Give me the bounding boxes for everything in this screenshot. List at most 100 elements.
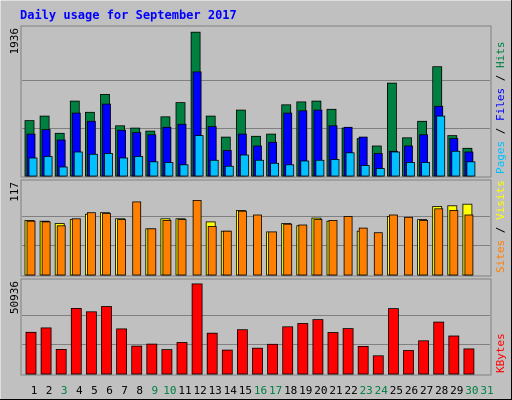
x-tick-label: 29 <box>450 384 463 397</box>
chart-title: Daily usage for September 2017 <box>20 8 237 22</box>
bar-pages <box>285 164 295 177</box>
bar-pages <box>451 150 461 177</box>
panel-visits-legend: Sites / Visits <box>494 180 507 273</box>
bar-sites <box>388 214 398 276</box>
bar-pages <box>194 135 204 177</box>
panel-hits-ymax-label: 1936 <box>8 28 21 55</box>
bar-pages <box>436 115 446 177</box>
bar-kbytes <box>342 328 354 375</box>
panel-visits-bars <box>24 199 474 276</box>
bar-sites <box>404 216 413 276</box>
x-tick-label: 23 <box>360 384 373 397</box>
bar-pages <box>330 159 340 177</box>
bar-pages <box>104 153 113 177</box>
legend-pages: Pages <box>494 141 507 174</box>
bar-pages <box>164 162 174 177</box>
bar-pages <box>209 159 219 177</box>
x-tick-label: 2 <box>46 384 53 397</box>
bar-kbytes <box>176 342 188 375</box>
bar-pages <box>224 165 234 177</box>
bar-kbytes <box>433 321 445 375</box>
bar-kbytes <box>161 349 173 375</box>
x-tick-label: 28 <box>435 384 448 397</box>
x-tick-label: 25 <box>390 384 403 397</box>
x-tick-label: 1 <box>31 384 38 397</box>
bar-sites <box>147 228 157 276</box>
bar-sites <box>373 232 383 276</box>
bar-sites <box>177 219 187 276</box>
bar-sites <box>41 221 51 276</box>
bar-pages <box>149 161 159 177</box>
bar-sites <box>298 224 308 276</box>
bar-sites <box>102 213 111 276</box>
bar-sites <box>449 209 459 276</box>
x-tick-label: 11 <box>178 384 191 397</box>
x-tick-label: 5 <box>91 384 98 397</box>
x-tick-label: 7 <box>121 384 128 397</box>
bar-pages <box>73 151 83 177</box>
bar-sites <box>237 210 247 276</box>
panel-kbytes: 50936 KBytes <box>8 278 507 376</box>
bar-sites <box>132 201 142 276</box>
legend-separator: / <box>494 75 507 82</box>
x-tick-label: 22 <box>344 384 357 397</box>
bar-sites <box>313 219 323 276</box>
bar-kbytes <box>40 327 52 375</box>
bar-kbytes <box>236 329 248 375</box>
bar-pages <box>390 151 400 177</box>
bar-kbytes <box>282 326 294 375</box>
bar-pages <box>345 152 355 177</box>
bar-sites <box>358 227 368 276</box>
bar-pages <box>239 154 249 177</box>
bar-pages <box>421 162 431 177</box>
x-axis-day-labels: 1 2 3 4 5 6 7 8 9 10 11 12 13 14 15 16 17 18 19 20 21 22 23 24 2… <box>31 384 494 397</box>
bar-sites <box>434 208 444 276</box>
bar-pages <box>119 157 128 177</box>
bar-pages <box>179 164 189 177</box>
x-tick-label: 15 <box>239 384 252 397</box>
bar-sites <box>268 231 278 276</box>
panel-visits-ymax-label: 117 <box>8 182 21 202</box>
x-tick-label: 4 <box>76 384 83 397</box>
x-tick-label: 14 <box>224 384 238 397</box>
bar-kbytes <box>403 350 414 375</box>
x-tick-label: 20 <box>314 384 327 397</box>
bar-sites <box>222 230 232 276</box>
bar-kbytes <box>252 347 263 375</box>
legend-separator: / <box>494 227 507 234</box>
x-tick-label: 8 <box>136 384 143 397</box>
bar-pages <box>300 160 310 177</box>
x-tick-label: 21 <box>329 384 342 397</box>
panel-hits-legend: Pages / Files / Hits <box>494 42 507 175</box>
bar-kbytes <box>387 308 399 375</box>
bar-pages <box>375 168 385 177</box>
x-tick-label: 6 <box>106 384 113 397</box>
legend-files: Files <box>494 88 507 121</box>
bar-sites <box>87 212 96 276</box>
panel-hits-bars <box>24 31 476 177</box>
bar-kbytes <box>25 331 37 375</box>
bar-kbytes <box>131 345 143 375</box>
bar-sites <box>283 223 293 276</box>
x-tick-label: 13 <box>209 384 222 397</box>
legend-visits: Visits <box>494 180 507 220</box>
bar-pages <box>58 166 68 177</box>
bar-kbytes <box>191 283 203 375</box>
panel-visits-sites: 117 Sites / Visits <box>8 179 507 277</box>
bar-kbytes <box>418 340 430 375</box>
bar-sites <box>71 218 81 276</box>
x-tick-label: 10 <box>163 384 176 397</box>
legend-separator: / <box>494 128 507 135</box>
x-tick-label: 19 <box>299 384 312 397</box>
bar-pages <box>28 157 38 177</box>
panel-hits-grid <box>22 80 490 129</box>
bar-pages <box>255 159 264 177</box>
bar-kbytes <box>221 349 233 375</box>
bar-kbytes <box>146 343 158 375</box>
bar-pages <box>89 153 98 177</box>
bar-pages <box>406 162 415 177</box>
legend-sites: Sites <box>494 240 507 273</box>
panel-kbytes-bars <box>25 283 475 375</box>
bar-sites <box>343 216 353 276</box>
